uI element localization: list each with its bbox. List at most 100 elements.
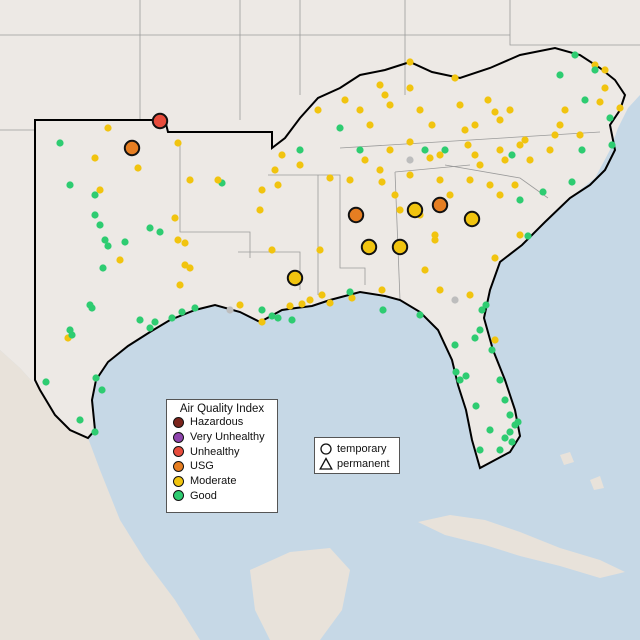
monitor-marker-permanent: [506, 428, 514, 436]
monitor-marker-permanent: [391, 191, 399, 199]
triangle-icon: [319, 456, 333, 470]
monitor-marker-permanent: [146, 224, 154, 232]
monitor-marker-permanent: [406, 58, 414, 66]
monitor-marker-permanent: [501, 156, 509, 164]
monitor-marker-permanent: [501, 434, 509, 442]
monitor-marker-permanent: [88, 304, 96, 312]
monitor-marker-permanent: [491, 108, 499, 116]
monitor-marker-permanent: [461, 126, 469, 134]
monitor-marker-permanent: [471, 121, 479, 129]
monitor-marker-permanent: [471, 334, 479, 342]
monitor-marker-permanent: [76, 416, 84, 424]
monitor-marker-permanent: [296, 146, 304, 154]
monitor-marker-permanent: [421, 146, 429, 154]
monitor-marker-permanent: [571, 51, 579, 59]
monitor-marker-permanent: [146, 324, 154, 332]
monitor-marker-permanent: [186, 176, 194, 184]
monitor-marker-permanent: [268, 312, 276, 320]
legend-label: Hazardous: [190, 416, 244, 429]
monitor-marker-permanent: [191, 304, 199, 312]
monitor-marker-permanent: [379, 306, 387, 314]
legend-label: USG: [190, 460, 214, 473]
monitor-marker-permanent: [101, 236, 109, 244]
legend-swatch-good: [173, 490, 184, 502]
monitor-marker-permanent: [406, 171, 414, 179]
monitor-marker-permanent: [451, 341, 459, 349]
monitor-marker-permanent: [484, 96, 492, 104]
monitor-marker-permanent: [596, 98, 604, 106]
monitor-marker-permanent: [491, 254, 499, 262]
monitor-marker-permanent: [274, 314, 282, 322]
monitor-marker-permanent: [92, 374, 100, 382]
monitor-marker-permanent: [496, 446, 504, 454]
monitor-marker-permanent: [556, 71, 564, 79]
monitor-marker-temporary: [406, 201, 424, 219]
monitor-marker-permanent: [501, 396, 509, 404]
monitor-marker-permanent: [476, 446, 484, 454]
monitor-marker-permanent: [416, 106, 424, 114]
monitor-marker-permanent: [376, 81, 384, 89]
land-yucatan: [250, 548, 350, 640]
monitor-marker-permanent: [376, 166, 384, 174]
monitor-marker-temporary: [360, 238, 378, 256]
legend-swatch-hazardous: [173, 416, 184, 428]
monitor-marker-permanent: [346, 176, 354, 184]
monitor-marker-permanent: [66, 181, 74, 189]
monitor-marker-permanent: [181, 261, 189, 269]
legend-item-temporary: temporary: [315, 441, 399, 456]
land-cuba: [418, 515, 625, 578]
monitor-marker-permanent: [601, 84, 609, 92]
monitor-marker-permanent: [96, 221, 104, 229]
legend-swatch-very-unhealthy: [173, 431, 184, 443]
monitor-marker-permanent: [476, 326, 484, 334]
monitor-marker-permanent: [556, 121, 564, 129]
monitor-marker-permanent: [431, 236, 439, 244]
region-outline: [34, 46, 627, 470]
monitor-marker-permanent: [174, 236, 182, 244]
legend-item-hazardous: Hazardous: [167, 415, 277, 430]
monitor-marker-permanent: [441, 146, 449, 154]
monitor-marker-permanent: [491, 336, 499, 344]
monitor-marker-permanent: [516, 141, 524, 149]
monitor-marker-permanent: [406, 84, 414, 92]
monitor-marker-permanent: [436, 286, 444, 294]
monitor-marker-permanent: [134, 164, 142, 172]
monitor-marker-permanent: [386, 146, 394, 154]
monitor-marker-permanent: [551, 131, 559, 139]
monitor-marker-permanent: [306, 296, 314, 304]
monitor-marker-permanent: [416, 311, 424, 319]
legend-label: temporary: [337, 442, 387, 455]
monitor-marker-permanent: [452, 368, 460, 376]
monitor-marker-permanent: [514, 418, 522, 426]
monitor-marker-permanent: [431, 231, 439, 239]
monitor-marker-permanent: [366, 121, 374, 129]
monitor-marker-permanent: [472, 402, 480, 410]
monitor-marker-permanent: [421, 266, 429, 274]
monitor-marker-permanent: [214, 176, 222, 184]
circle-icon: [320, 442, 332, 455]
monitor-marker-permanent: [286, 302, 294, 310]
monitor-marker-permanent: [236, 301, 244, 309]
land-bahamas: [560, 452, 604, 490]
monitor-marker-temporary: [463, 210, 481, 228]
monitor-marker-permanent: [258, 306, 266, 314]
monitor-marker-permanent: [446, 191, 454, 199]
monitor-marker-permanent: [496, 191, 504, 199]
monitor-marker-permanent: [464, 141, 472, 149]
monitor-marker-permanent: [601, 66, 609, 74]
monitor-marker-permanent: [462, 372, 470, 380]
legend-title: Air Quality Index: [179, 403, 265, 415]
monitor-marker-permanent: [506, 411, 514, 419]
monitor-marker-permanent: [478, 306, 486, 314]
monitor-marker-permanent: [318, 291, 326, 299]
monitor-marker-permanent: [296, 161, 304, 169]
monitor-marker-permanent: [91, 211, 99, 219]
legend-label: Good: [190, 489, 217, 502]
legend-swatch-usg: [173, 460, 184, 472]
monitor-marker-temporary: [391, 238, 409, 256]
monitor-marker-permanent: [591, 61, 599, 69]
monitor-marker-permanent: [386, 101, 394, 109]
monitor-marker-permanent: [488, 346, 496, 354]
monitor-marker-permanent: [326, 299, 334, 307]
